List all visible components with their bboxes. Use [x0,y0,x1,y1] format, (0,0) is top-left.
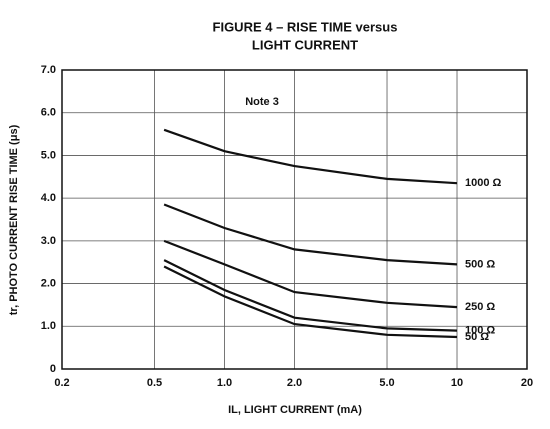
x-tick-label: 1.0 [217,377,232,389]
y-tick-label: 0 [50,363,56,375]
legend-entry: 500 Ω [465,258,495,270]
x-axis-label: IL, LIGHT CURRENT (mA) [228,404,362,416]
legend-entry: 1000 Ω [465,177,502,189]
series-line [163,128,458,185]
y-tick-label: 1.0 [41,320,56,332]
legend-entry: 50 Ω [465,331,489,343]
plot-frame [61,69,528,370]
series-line [163,265,458,339]
chart-title: FIGURE 4 – RISE TIME versus [213,19,398,34]
series-line [163,239,458,309]
y-tick-label: 5.0 [41,149,56,161]
x-tick-label: 20 [521,377,533,389]
series-line [163,203,458,266]
x-tick-label: 0.5 [147,377,162,389]
y-tick-label: 6.0 [41,107,56,119]
annotation: Note 3 [245,96,279,108]
series-line [163,259,458,332]
x-tick-label: 10 [451,377,463,389]
legend-entry: 250 Ω [465,301,495,313]
legend-entry: 100 Ω [465,324,495,336]
x-tick-label: 5.0 [379,377,394,389]
y-tick-label: 2.0 [41,277,56,289]
x-tick-label: 2.0 [287,377,302,389]
y-axis-label: tr, PHOTO CURRENT RISE TIME (μs) [8,124,20,315]
y-tick-label: 4.0 [41,192,56,204]
y-tick-label: 3.0 [41,235,56,247]
y-tick-label: 7.0 [41,64,56,76]
x-tick-label: 0.2 [54,377,69,389]
chart-subtitle: LIGHT CURRENT [252,37,358,52]
